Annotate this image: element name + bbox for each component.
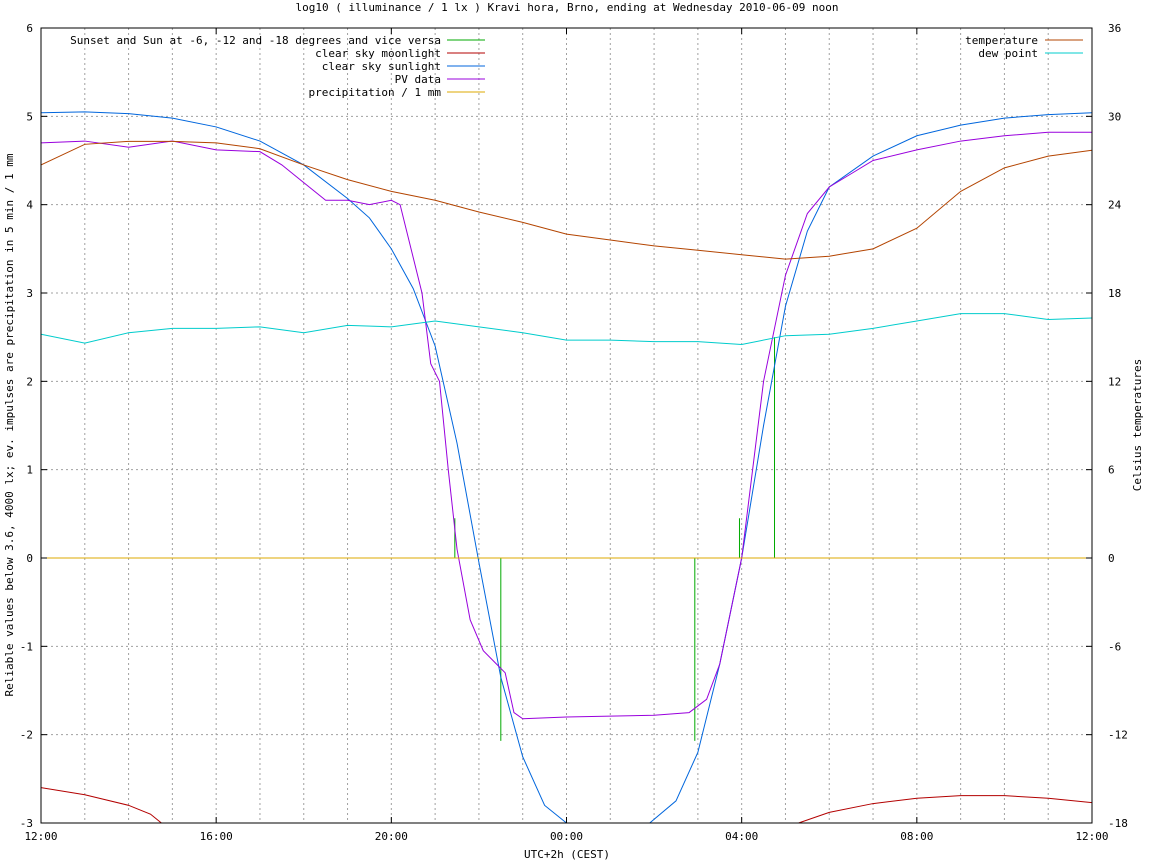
y-tick-label: -1 [20, 640, 33, 653]
x-tick-label: 20:00 [375, 830, 408, 843]
series-line-pv-data [41, 131, 1092, 720]
grid-lines [41, 28, 1092, 823]
x-tick-label: 00:00 [550, 830, 583, 843]
y-tick-label: 2 [26, 375, 33, 388]
x-tick-label: 12:00 [1075, 830, 1108, 843]
legend-label: temperature [965, 34, 1038, 47]
legend-label: PV data [395, 73, 441, 86]
series-layer [41, 111, 1092, 823]
series-line-clear-sky-moonlight [41, 787, 162, 823]
legend-label: Sunset and Sun at -6, -12 and -18 degree… [70, 34, 441, 47]
y-tick-label: 6 [26, 22, 33, 35]
y2-tick-label: -18 [1108, 817, 1128, 830]
y-tick-label: 0 [26, 552, 33, 565]
y2-axis-label: Celsius temperatures [1131, 359, 1144, 491]
y-tick-label: 1 [26, 464, 33, 477]
x-tick-label: 04:00 [725, 830, 758, 843]
y2-tick-label: 12 [1108, 375, 1121, 388]
y-tick-label: 5 [26, 110, 33, 123]
y2-tick-label: 36 [1108, 22, 1121, 35]
y-tick-label: 4 [26, 199, 33, 212]
y2-tick-label: -6 [1108, 640, 1121, 653]
series-line-dew-point [41, 313, 1092, 346]
y-tick-label: -3 [20, 817, 33, 830]
y2-tick-label: 18 [1108, 287, 1121, 300]
chart-title: log10 ( illuminance / 1 lx ) Kravi hora,… [295, 1, 838, 14]
legend-label: clear sky sunlight [322, 60, 441, 73]
x-tick-label: 08:00 [900, 830, 933, 843]
tick-labels: 12:00 16:00 20:00 00:00 04:00 08:00 12:00-3-2-… [20, 22, 1128, 843]
y2-tick-label: 6 [1108, 464, 1115, 477]
y-tick-label: 3 [26, 287, 33, 300]
x-axis-label: UTC+2h (CEST) [524, 848, 610, 861]
series-line-clear-sky-sunlight [41, 111, 567, 823]
y-axis-label: Reliable values below 3.6, 4000 lx; ev. … [3, 153, 16, 696]
x-tick-label: 16:00 [200, 830, 233, 843]
series-line-temperature [41, 140, 1092, 260]
x-tick-label: 12:00 [24, 830, 57, 843]
series-line-clear-sky-moonlight [798, 795, 1092, 823]
y2-tick-label: -12 [1108, 729, 1128, 742]
series-line-clear-sky-sunlight [649, 112, 1092, 823]
y2-tick-label: 24 [1108, 199, 1122, 212]
plot-frame [40, 27, 1093, 824]
y2-tick-label: 30 [1108, 110, 1121, 123]
legend-label: clear sky moonlight [315, 47, 441, 60]
legend-left: Sunset and Sun at -6, -12 and -18 degree… [70, 34, 485, 99]
legend-label: precipitation / 1 mm [309, 86, 442, 99]
y2-tick-label: 0 [1108, 552, 1115, 565]
legend-label: dew point [978, 47, 1038, 60]
y-tick-label: -2 [20, 729, 33, 742]
